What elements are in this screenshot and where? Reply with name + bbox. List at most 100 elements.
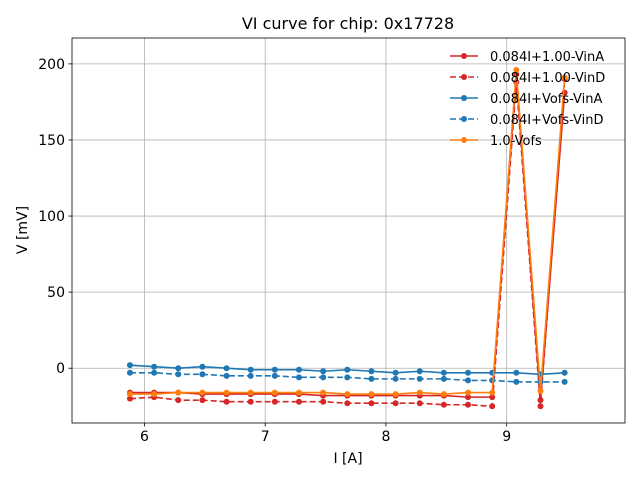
- data-point: [320, 368, 327, 375]
- data-point: [561, 74, 568, 81]
- series-3: [126, 362, 568, 378]
- data-point: [489, 389, 496, 396]
- x-tick-label: 7: [261, 429, 270, 445]
- data-point: [151, 363, 158, 370]
- data-point: [295, 398, 302, 405]
- data-point: [368, 400, 375, 407]
- data-point: [126, 369, 133, 376]
- data-point: [247, 366, 254, 373]
- x-axis-label: I [A]: [333, 451, 362, 467]
- data-point: [199, 363, 206, 370]
- data-point: [223, 365, 230, 372]
- data-point: [537, 388, 544, 395]
- data-point: [247, 372, 254, 379]
- data-point: [465, 401, 472, 408]
- legend-label: 0.084I+Vofs-VinA: [490, 92, 603, 107]
- data-point: [465, 377, 472, 384]
- data-point: [344, 391, 351, 398]
- data-point: [199, 397, 206, 404]
- data-point: [295, 389, 302, 396]
- data-point: [175, 365, 182, 372]
- data-point: [368, 391, 375, 398]
- y-tick-label: 150: [38, 133, 65, 149]
- series-group: [126, 66, 568, 410]
- data-point: [175, 397, 182, 404]
- series-5: [126, 66, 568, 398]
- legend-label: 0.084I+1.00-VinD: [490, 71, 605, 86]
- series-4: [126, 369, 568, 385]
- data-point: [320, 389, 327, 396]
- data-point: [199, 371, 206, 378]
- data-point: [392, 369, 399, 376]
- data-point: [271, 366, 278, 373]
- data-point: [440, 391, 447, 398]
- data-point: [489, 403, 496, 410]
- data-point: [561, 369, 568, 376]
- data-point: [368, 368, 375, 375]
- data-point: [465, 394, 472, 401]
- data-point: [151, 369, 158, 376]
- data-point: [392, 391, 399, 398]
- data-point: [440, 401, 447, 408]
- data-point: [465, 369, 472, 376]
- data-point: [223, 398, 230, 405]
- series-2: [126, 76, 568, 410]
- data-point: [465, 389, 472, 396]
- data-point: [416, 400, 423, 407]
- data-point: [151, 391, 158, 398]
- data-point: [561, 378, 568, 385]
- y-axis-label: V [mV]: [15, 206, 31, 254]
- data-point: [344, 400, 351, 407]
- data-point: [513, 369, 520, 376]
- legend-marker: [461, 137, 467, 143]
- data-point: [440, 369, 447, 376]
- data-point: [223, 372, 230, 379]
- plot-frame: [71, 37, 626, 424]
- data-point: [199, 389, 206, 396]
- data-point: [344, 374, 351, 381]
- data-point: [513, 66, 520, 73]
- data-point: [271, 398, 278, 405]
- legend-marker: [461, 74, 467, 80]
- data-point: [392, 375, 399, 382]
- data-point: [295, 374, 302, 381]
- legend-marker: [461, 53, 467, 59]
- y-tick-label: 100: [38, 209, 65, 225]
- legend-label: 1.0-Vofs: [490, 134, 542, 149]
- data-point: [271, 389, 278, 396]
- data-point: [175, 389, 182, 396]
- legend-marker: [461, 116, 467, 122]
- y-tick-label: 50: [47, 285, 65, 301]
- data-point: [126, 391, 133, 398]
- data-point: [295, 366, 302, 373]
- data-point: [416, 368, 423, 375]
- x-tick-label: 9: [502, 429, 511, 445]
- data-point: [392, 400, 399, 407]
- legend-marker: [461, 95, 467, 101]
- y-tick-label: 200: [38, 57, 65, 73]
- data-point: [320, 398, 327, 405]
- ticks: 6 7 8 9 0 50 100 150 200: [38, 57, 511, 445]
- data-point: [247, 389, 254, 396]
- x-tick-label: 8: [381, 429, 390, 445]
- data-point: [271, 372, 278, 379]
- legend-label: 0.084I+Vofs-VinD: [490, 113, 604, 128]
- data-point: [440, 375, 447, 382]
- data-point: [416, 375, 423, 382]
- data-point: [247, 398, 254, 405]
- data-point: [223, 389, 230, 396]
- data-point: [175, 371, 182, 378]
- chart-title: VI curve for chip: 0x17728: [242, 14, 454, 33]
- y-tick-label: 0: [56, 361, 65, 377]
- data-point: [513, 378, 520, 385]
- legend: 0.084I+1.00-VinA 0.084I+1.00-VinD 0.084I+V…: [450, 50, 605, 149]
- data-point: [416, 389, 423, 396]
- data-point: [368, 375, 375, 382]
- data-point: [126, 395, 133, 402]
- data-point: [126, 362, 133, 369]
- data-point: [537, 403, 544, 410]
- data-point: [344, 366, 351, 373]
